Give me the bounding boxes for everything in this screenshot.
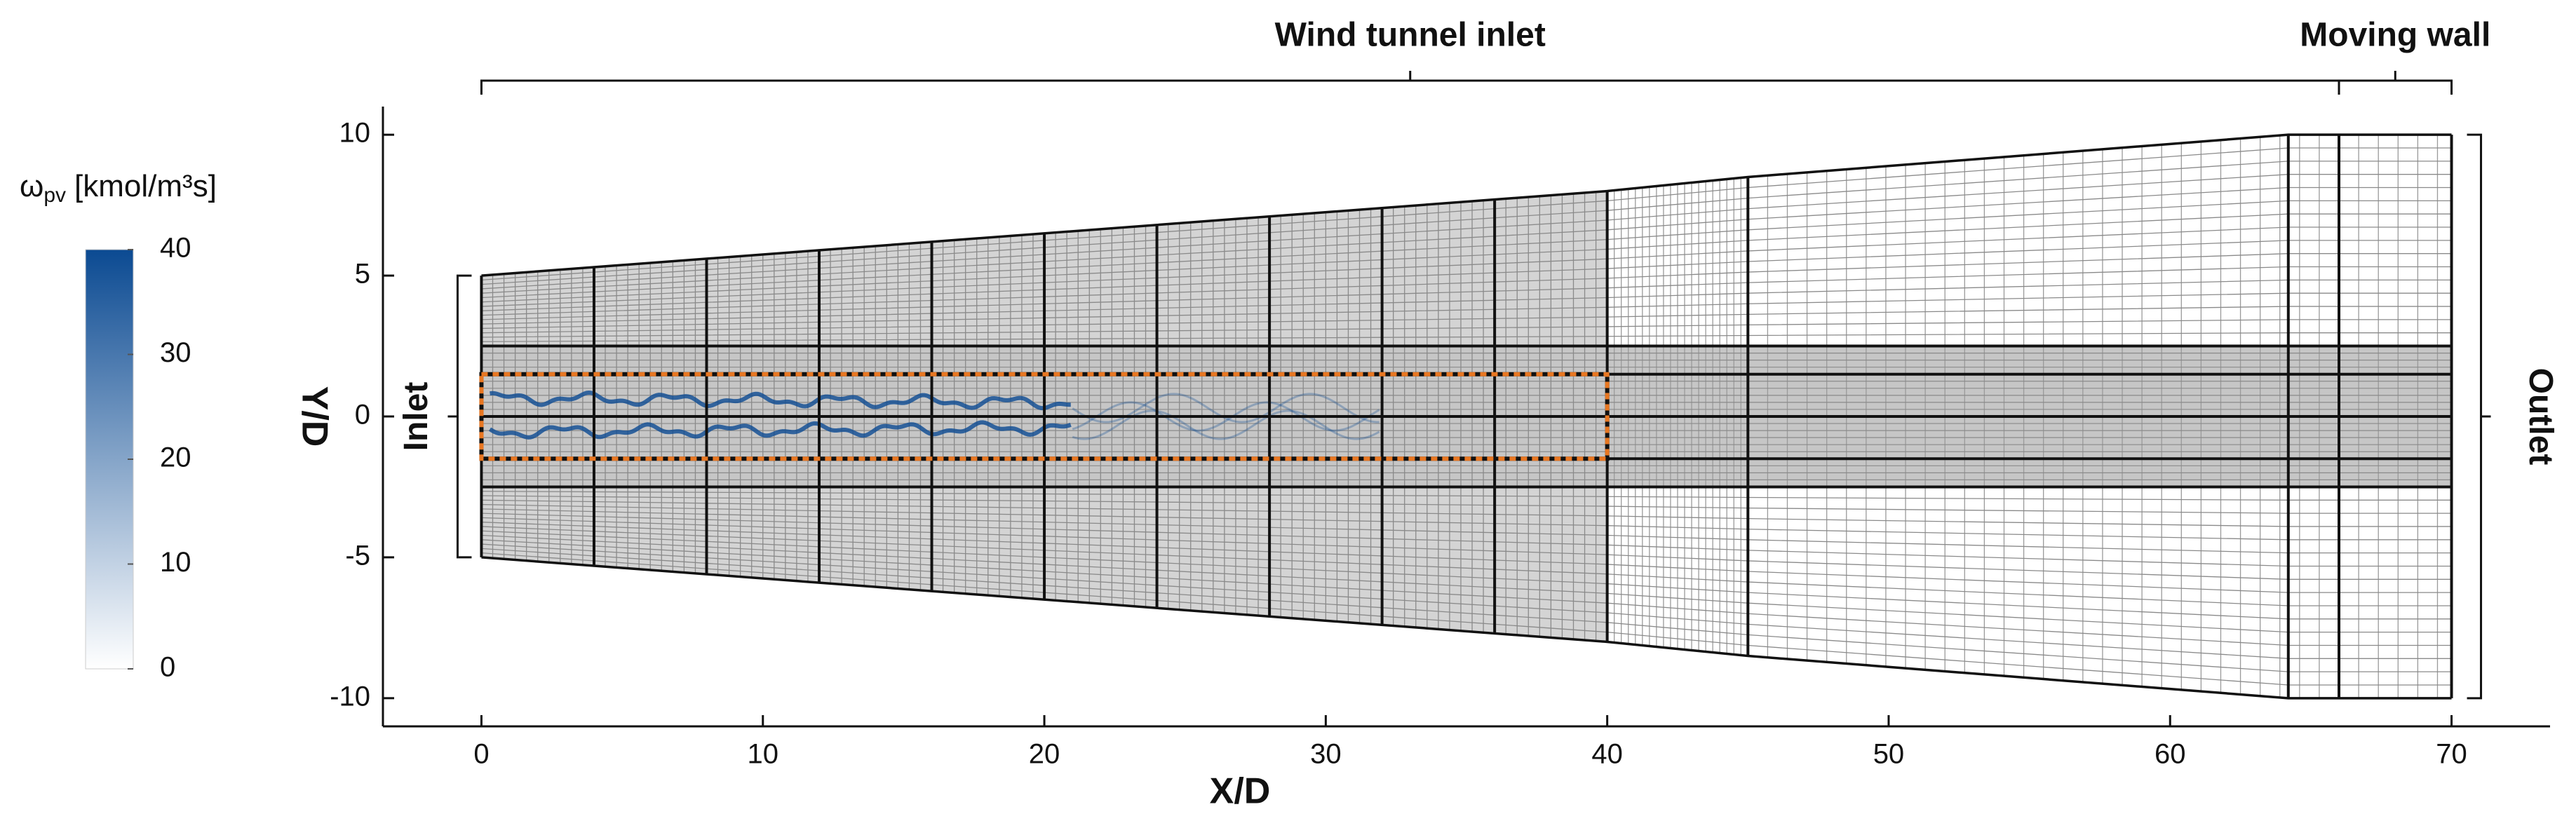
bracket (2467, 133, 2491, 700)
x-tick-label: 20 (1029, 739, 1060, 770)
y-axis-label: Y/D (294, 386, 335, 447)
x-axis-label: X/D (1210, 771, 1271, 812)
bracket (447, 274, 472, 559)
bracket (480, 71, 2340, 95)
colorbar-unit: [kmol/m³s] (74, 169, 217, 203)
colorbar-tick-label: 0 (160, 652, 175, 683)
colorbar-tick-label: 20 (160, 442, 191, 473)
colorbar-symbol: ω (20, 169, 43, 203)
colorbar-subscript: pv (43, 184, 66, 207)
x-tick-label: 10 (748, 739, 779, 770)
annotation: Moving wall (2300, 17, 2490, 54)
y-tick-label: 0 (355, 400, 370, 430)
y-tick-label: -10 (330, 681, 370, 712)
domain-outline (481, 133, 2452, 277)
annotation: Wind tunnel inlet (1275, 17, 1546, 54)
x-tick-label: 50 (1873, 739, 1905, 770)
y-tick-label: 10 (339, 118, 371, 149)
x-tick-label: 30 (1310, 739, 1342, 770)
colorbar (85, 249, 134, 670)
colorbar-tick-label: 40 (160, 233, 191, 264)
colorbar-tick-label: 10 (160, 547, 191, 578)
annotation: Outlet (2522, 368, 2559, 466)
domain-outline (481, 556, 2452, 700)
x-tick-label: 0 (473, 739, 489, 770)
mesh (481, 135, 2452, 698)
x-tick-label: 40 (1591, 739, 1623, 770)
y-tick-label: 5 (355, 259, 370, 290)
colorbar-label: ωpv [kmol/m³s] (20, 169, 217, 207)
region-box (479, 372, 1610, 461)
annotation: Inlet (398, 382, 435, 452)
y-tick-label: -5 (345, 540, 370, 571)
bracket (2338, 71, 2453, 95)
x-tick-label: 70 (2436, 739, 2467, 770)
x-tick-label: 60 (2154, 739, 2186, 770)
colorbar-tick-label: 30 (160, 337, 191, 368)
